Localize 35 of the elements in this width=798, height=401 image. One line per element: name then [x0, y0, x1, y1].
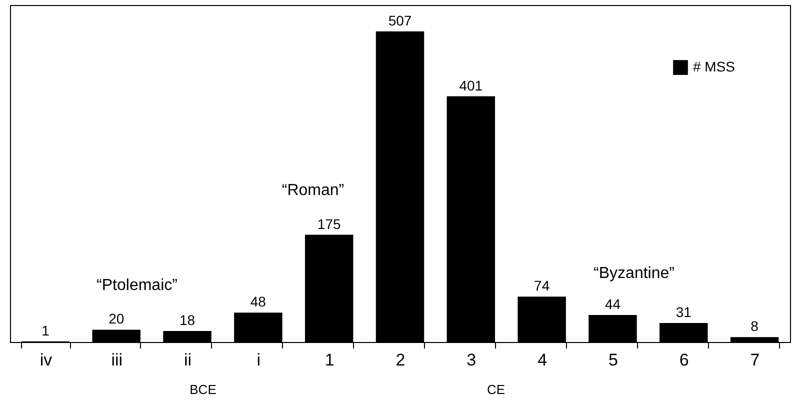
x-tick-label: 6 [679, 350, 689, 370]
annotation: “Roman” [282, 182, 344, 199]
bar [304, 234, 354, 342]
text: CE [486, 382, 506, 397]
data-label: 18 [179, 312, 196, 328]
data-label: 8 [750, 318, 759, 334]
data-label: 44 [604, 296, 621, 312]
data-label: 20 [108, 310, 124, 327]
x-tick-label: ii [184, 350, 192, 370]
annotation: “Byzantine” [594, 265, 674, 282]
data-label: 1 [42, 322, 50, 338]
x-tick-label: 4 [538, 350, 548, 370]
bar [518, 296, 566, 342]
x-tick-label: iii [111, 350, 123, 370]
bar [730, 337, 779, 342]
text: BCE [190, 382, 217, 397]
x-tick-label: 7 [750, 350, 760, 370]
legend-label: # MSS [693, 58, 736, 74]
data-label: 175 [317, 216, 341, 232]
x-tick-label: 2 [396, 350, 406, 370]
bar [376, 31, 424, 342]
x-tick-label: 1 [324, 350, 334, 370]
x-tick-label: 3 [466, 350, 476, 370]
bar [446, 96, 496, 342]
data-label: 31 [676, 304, 692, 320]
annotation: “Ptolemaic” [96, 277, 178, 294]
bar [588, 315, 637, 342]
x-tick-label: 5 [608, 350, 618, 370]
data-label: 74 [534, 278, 550, 294]
x-tick-label: i [256, 350, 261, 370]
data-label: 507 [388, 12, 412, 28]
data-label: 48 [250, 294, 266, 310]
data-label: 401 [459, 77, 483, 94]
x-tick-label: iv [40, 350, 53, 370]
bar [660, 323, 708, 342]
